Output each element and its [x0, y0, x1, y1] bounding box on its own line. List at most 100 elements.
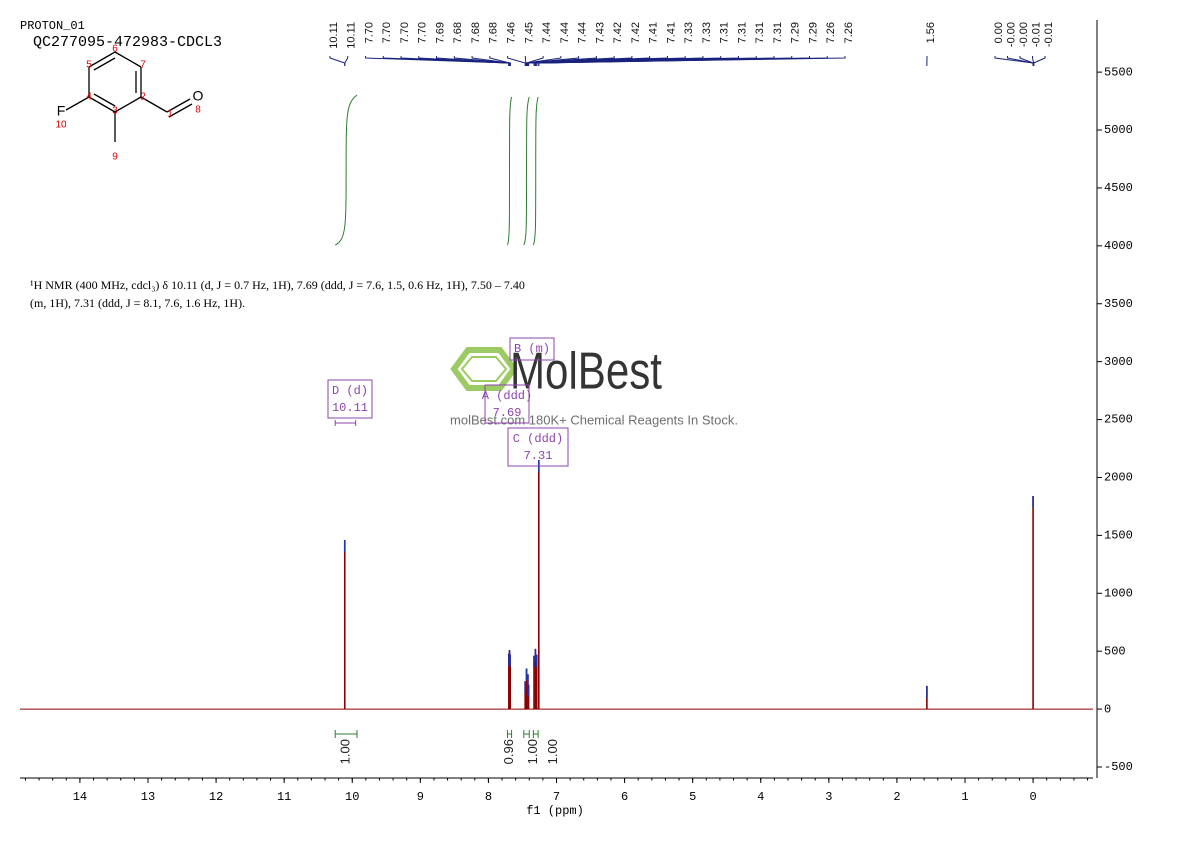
peak-label: 7.29 [790, 22, 802, 43]
peak-label: 1.56 [925, 22, 937, 43]
peak-label: 7.68 [488, 22, 500, 43]
y-tick-label: 5000 [1104, 123, 1133, 137]
peak-label: 7.31 [719, 22, 731, 43]
y-tick-label: 1500 [1104, 529, 1133, 543]
peak-label: 7.33 [683, 22, 695, 43]
x-tick-label: 0 [1029, 790, 1036, 804]
atom-number: 2 [140, 92, 146, 103]
y-tick-label: 1000 [1104, 586, 1133, 600]
x-tick-label: 7 [553, 790, 560, 804]
x-tick-label: 4 [757, 790, 764, 804]
x-tick-label: 1 [961, 790, 968, 804]
atom: F [57, 103, 66, 119]
peak-label: 7.44 [559, 22, 571, 43]
multiplet-shift: 7.69 [493, 406, 522, 420]
bond [94, 94, 115, 106]
peak-label: 7.42 [612, 22, 624, 43]
y-tick-label: 0 [1104, 702, 1111, 716]
peak-label: 7.44 [541, 22, 553, 43]
peak-label: 7.68 [452, 22, 464, 43]
integral-curve [507, 97, 511, 245]
bond [115, 97, 141, 112]
peak-label: -0.00 [1018, 22, 1030, 47]
chart-title: PROTON_01 [20, 19, 85, 33]
peak-label-connector [330, 56, 345, 66]
y-tick-label: 500 [1104, 644, 1126, 658]
integral-value: 1.00 [525, 739, 540, 764]
atom-number: 7 [140, 60, 146, 71]
x-tick-label: 8 [485, 790, 492, 804]
peak-label: 7.41 [665, 22, 677, 43]
y-tick-label: 4500 [1104, 181, 1133, 195]
peak-label: 0.00 [993, 22, 1005, 43]
x-tick-label: 2 [893, 790, 900, 804]
peak-label: 7.41 [648, 22, 660, 43]
x-tick-label: 3 [825, 790, 832, 804]
peak-label: 10.11 [346, 22, 358, 49]
integral-value: 1.00 [545, 739, 560, 764]
peak-label: 7.26 [825, 22, 837, 43]
nmr-description: (m, 1H), 7.31 (ddd, J = 8.1, 7.6, 1.6 Hz… [30, 296, 245, 310]
y-tick-label: 2000 [1104, 471, 1133, 485]
x-tick-label: 9 [417, 790, 424, 804]
x-axis-label: f1 (ppm) [526, 804, 584, 818]
chart-subtitle: QC277095-472983-CDCL3 [33, 34, 222, 51]
peak-label: -0.01 [1043, 22, 1055, 47]
multiplet-name: A (ddd) [482, 389, 532, 403]
peak-label: 7.70 [417, 22, 429, 43]
x-tick-label: 12 [209, 790, 223, 804]
multiplet-shift: 10.11 [332, 401, 368, 415]
atom-number: 6 [112, 44, 118, 55]
nmr-description: ¹H NMR (400 MHz, cdcl₃) δ 10.11 (d, J = … [30, 278, 525, 292]
peak-label-connector [345, 56, 348, 66]
peak-label: -0.01 [1030, 22, 1042, 47]
integral-curve [335, 95, 357, 245]
atom-number: 4 [86, 92, 92, 103]
y-tick-label: -500 [1104, 760, 1133, 774]
x-tick-label: 10 [345, 790, 359, 804]
atom-number: 10 [55, 120, 67, 131]
watermark-logo [462, 357, 506, 381]
atom-number: 5 [86, 60, 92, 71]
x-tick-label: 5 [689, 790, 696, 804]
peak-label: 7.70 [381, 22, 393, 43]
atom: O [193, 88, 204, 104]
atom-number: 1 [167, 109, 173, 120]
integral-curve [524, 97, 529, 245]
integral-value: 1.00 [338, 739, 353, 764]
y-tick-label: 4000 [1104, 239, 1133, 253]
y-tick-label: 3500 [1104, 297, 1133, 311]
peak-label: 7.70 [363, 22, 375, 43]
peak-label: 7.31 [736, 22, 748, 43]
integral-curve [533, 97, 538, 245]
peak-label: 7.29 [807, 22, 819, 43]
x-tick-label: 14 [73, 790, 87, 804]
multiplet-shift: 7.31 [524, 449, 553, 463]
x-tick-label: 6 [621, 790, 628, 804]
y-tick-label: 5500 [1104, 65, 1133, 79]
x-tick-label: 11 [277, 790, 291, 804]
integral-value: 0.96 [501, 739, 516, 764]
peak-label: 7.43 [594, 22, 606, 43]
peak-label: 7.70 [399, 22, 411, 43]
peak-label: 10.11 [328, 22, 340, 49]
peak-label: 7.44 [577, 22, 589, 43]
y-tick-label: 3000 [1104, 355, 1133, 369]
peak-label: -0.00 [1005, 22, 1017, 47]
peak-label: 7.46 [505, 22, 517, 43]
peak-label: 7.31 [772, 22, 784, 43]
peak-label: 7.31 [754, 22, 766, 43]
molecule-bonds [66, 52, 192, 142]
peak-label: 7.45 [523, 22, 535, 43]
peak-label: 7.42 [630, 22, 642, 43]
atom-number: 9 [112, 152, 118, 163]
peak-label-connector [525, 56, 526, 66]
peak-label: 7.68 [470, 22, 482, 43]
peak-label: 7.33 [701, 22, 713, 43]
peak-label: 7.26 [843, 22, 855, 43]
atom-number: 3 [112, 106, 118, 117]
multiplet-name: D (d) [332, 384, 368, 398]
peak-label: 7.69 [434, 22, 446, 43]
